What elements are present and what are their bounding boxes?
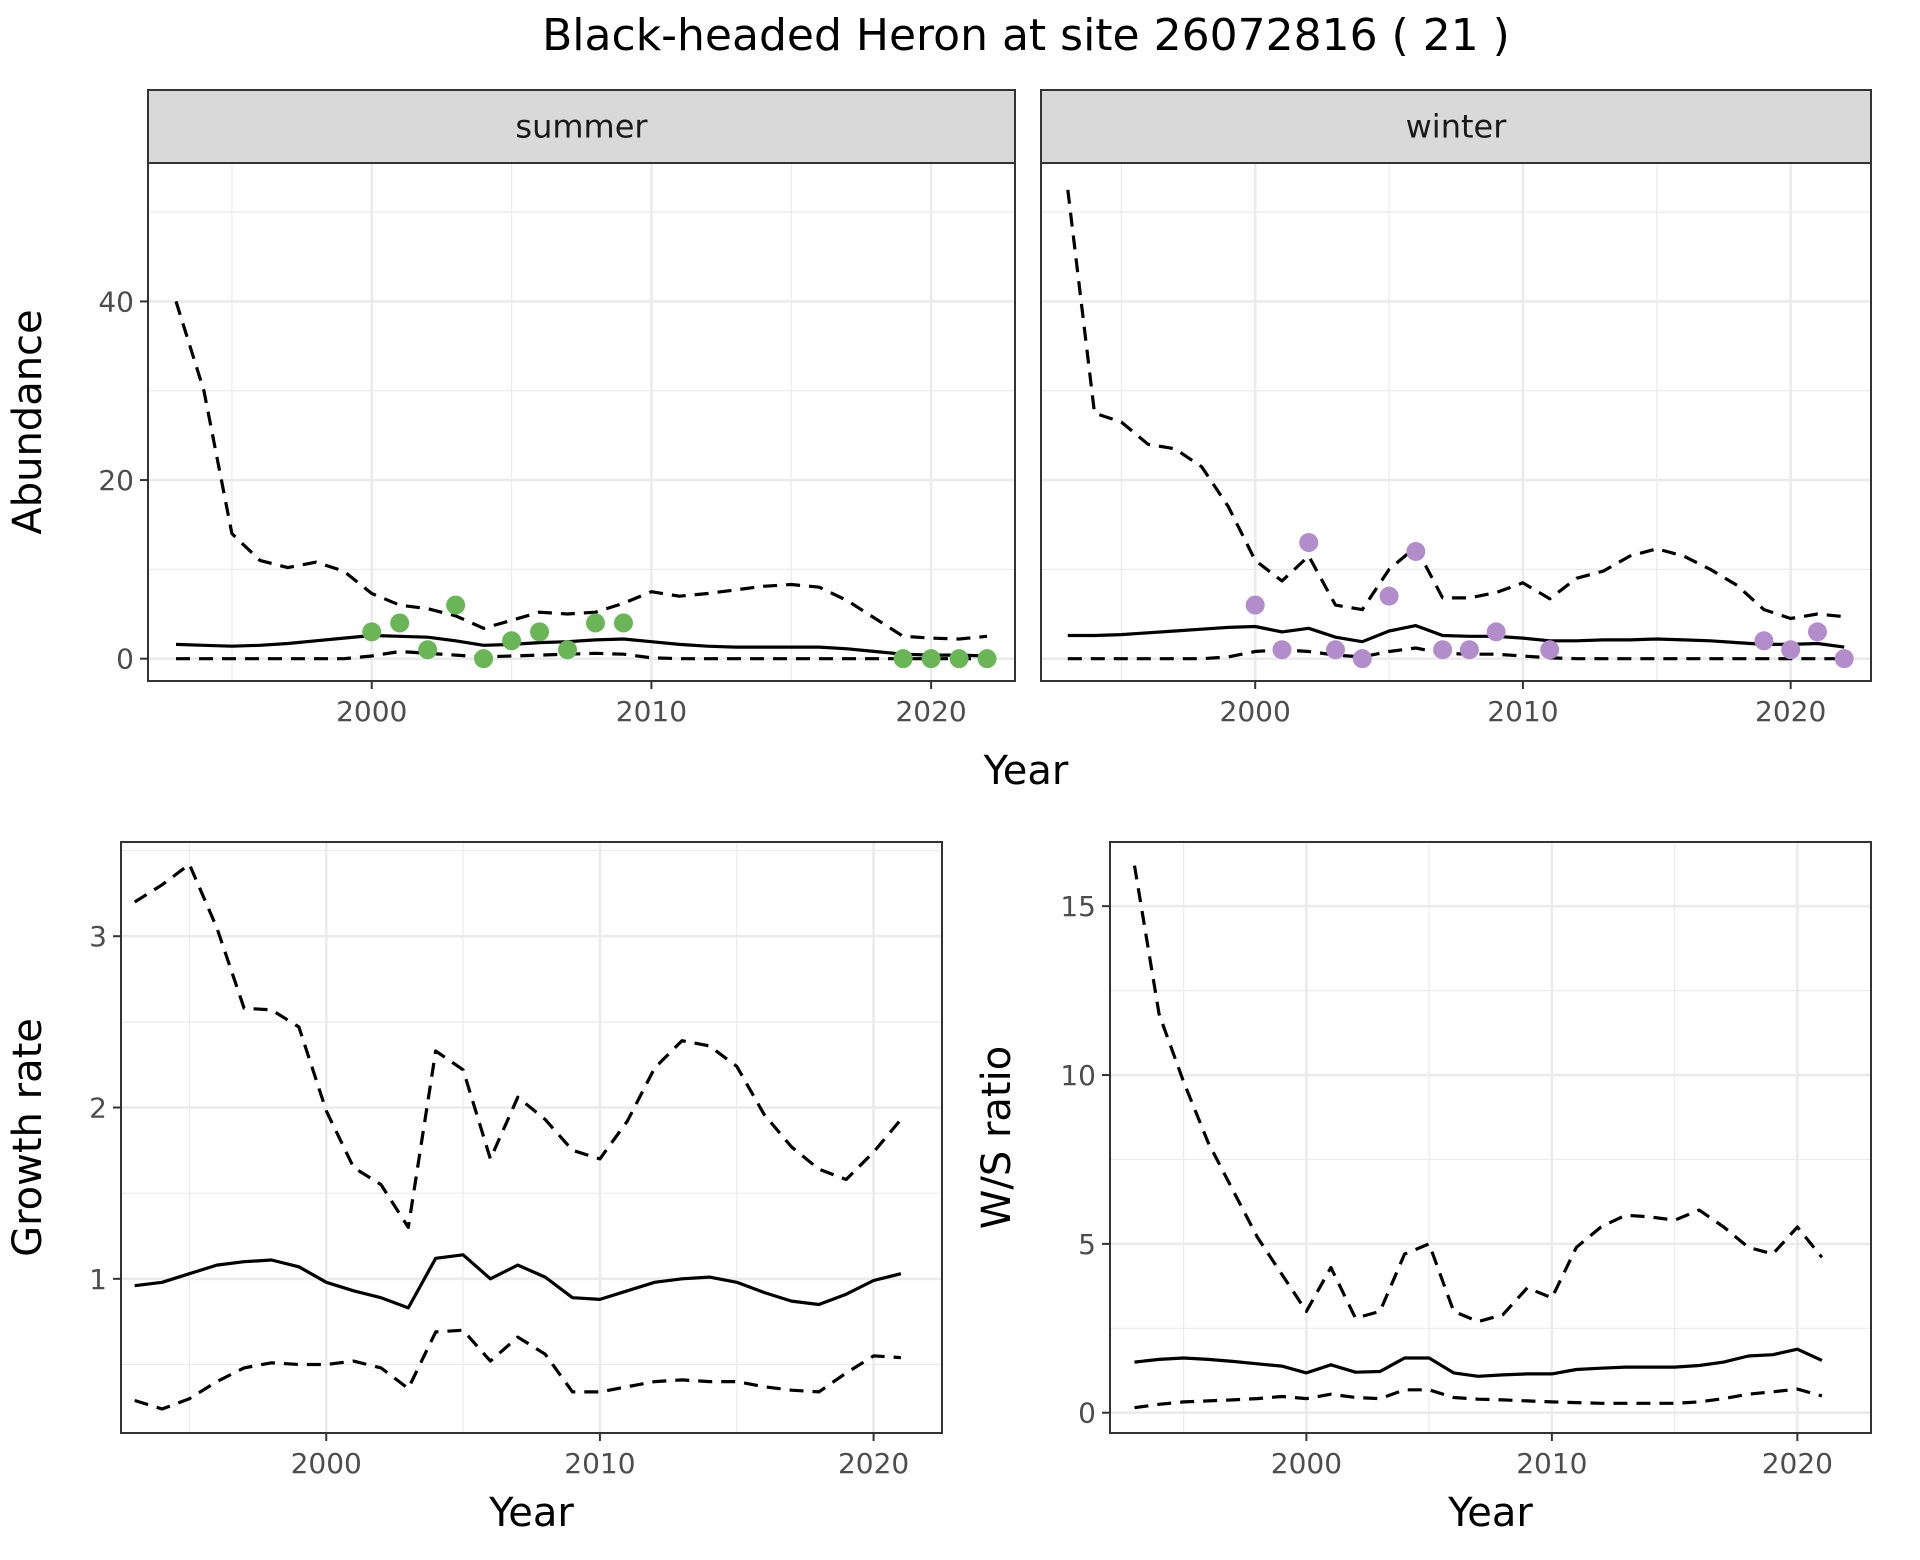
y-tick-label: 3	[89, 920, 107, 953]
y-axis-title: Abundance	[5, 309, 51, 534]
y-tick-label: 20	[98, 464, 134, 497]
series-dashed-line-0	[133, 862, 903, 1229]
series-dashed-line-2	[176, 649, 987, 661]
series-dashed-line-2	[1067, 646, 1845, 661]
data-point	[530, 622, 550, 642]
x-tick-label: 2000	[1220, 695, 1291, 728]
facet-strip-label: winter	[1406, 108, 1508, 146]
x-axis-title: Year	[488, 1490, 574, 1536]
y-axis-title: W/S ratio	[974, 1046, 1020, 1229]
data-point	[1781, 640, 1801, 660]
y-tick-label: 1	[89, 1263, 107, 1296]
facet-strip-label: summer	[515, 108, 648, 146]
data-point	[1834, 649, 1854, 669]
data-point	[1379, 586, 1399, 606]
x-tick-label: 2010	[616, 695, 687, 728]
x-axis-title: Year	[1447, 1490, 1533, 1536]
x-tick-label: 2020	[838, 1447, 909, 1480]
panel-growth: 1 2 3 2000 2010 2020 Year Growth rate	[5, 841, 943, 1536]
panel-border	[120, 841, 943, 1434]
data-point	[921, 649, 941, 669]
data-point	[1272, 640, 1292, 660]
series-dashed-line-2	[134, 1328, 901, 1411]
data-point	[558, 640, 578, 660]
data-point	[1245, 595, 1265, 615]
y-tick-label: 15	[1060, 890, 1096, 923]
y-axis-title: Growth rate	[5, 1018, 51, 1257]
data-point	[474, 649, 494, 669]
x-tick-label: 2020	[1762, 1447, 1833, 1480]
x-tick-label: 2010	[1516, 1447, 1587, 1480]
data-point	[949, 649, 969, 669]
data-point	[1299, 533, 1319, 553]
y-tick-label: 0	[1078, 1397, 1096, 1430]
data-point	[418, 640, 438, 660]
chart-title: Black-headed Heron at site 26072816 ( 21…	[542, 10, 1510, 61]
data-point	[390, 613, 410, 633]
series-dashed-line-2	[1134, 1387, 1823, 1410]
x-tick-label: 2020	[1755, 695, 1826, 728]
data-point	[977, 649, 997, 669]
y-tick-label: 40	[98, 285, 134, 318]
data-point	[362, 622, 382, 642]
facet-strip	[147, 89, 1016, 164]
data-point	[893, 649, 913, 669]
data-point	[1352, 649, 1372, 669]
x-tick-label: 2010	[1487, 695, 1558, 728]
x-tick-label: 2000	[1271, 1447, 1342, 1480]
data-point	[585, 613, 605, 633]
data-point	[502, 631, 522, 651]
series-solid-line-1	[1067, 624, 1845, 649]
panel-summer: summer 0 20 40 2000 2010 2020 Abundance	[5, 89, 1016, 728]
series-solid-line-1	[1134, 1347, 1823, 1378]
panel-border	[147, 162, 1016, 682]
data-point	[1807, 622, 1827, 642]
x-tick-label: 2010	[564, 1447, 635, 1480]
x-tick-label: 2000	[291, 1447, 362, 1480]
data-point	[613, 613, 633, 633]
panel-border	[1040, 162, 1872, 682]
data-point	[1540, 640, 1560, 660]
x-tick-label: 2000	[336, 695, 407, 728]
series-dashed-line-0	[174, 300, 988, 641]
data-point	[1433, 640, 1453, 660]
data-point	[1754, 631, 1774, 651]
panel-winter: winter 2000 2010 2020	[1040, 89, 1872, 728]
panel-ws-ratio: 0 5 10 15 2000 2010 2020 Year W/S ratio	[974, 841, 1872, 1536]
data-point	[1406, 542, 1426, 561]
y-tick-label: 0	[116, 643, 134, 676]
data-point	[1459, 640, 1479, 660]
data-point	[1326, 640, 1346, 660]
x-axis-title-top-row: Year	[983, 748, 1069, 794]
series-solid-line-1	[134, 1253, 902, 1310]
y-tick-label: 10	[1060, 1059, 1096, 1092]
series-dashed-line-0	[1066, 189, 1845, 621]
facet-strip	[1040, 89, 1872, 164]
series-solid-line-1	[175, 633, 988, 658]
y-tick-label: 5	[1078, 1228, 1096, 1261]
series-dashed-line-0	[1132, 865, 1824, 1324]
x-tick-label: 2020	[895, 695, 966, 728]
data-point	[1486, 622, 1506, 642]
y-tick-label: 2	[89, 1092, 107, 1125]
data-point	[446, 595, 466, 615]
panel-border	[1109, 841, 1872, 1434]
